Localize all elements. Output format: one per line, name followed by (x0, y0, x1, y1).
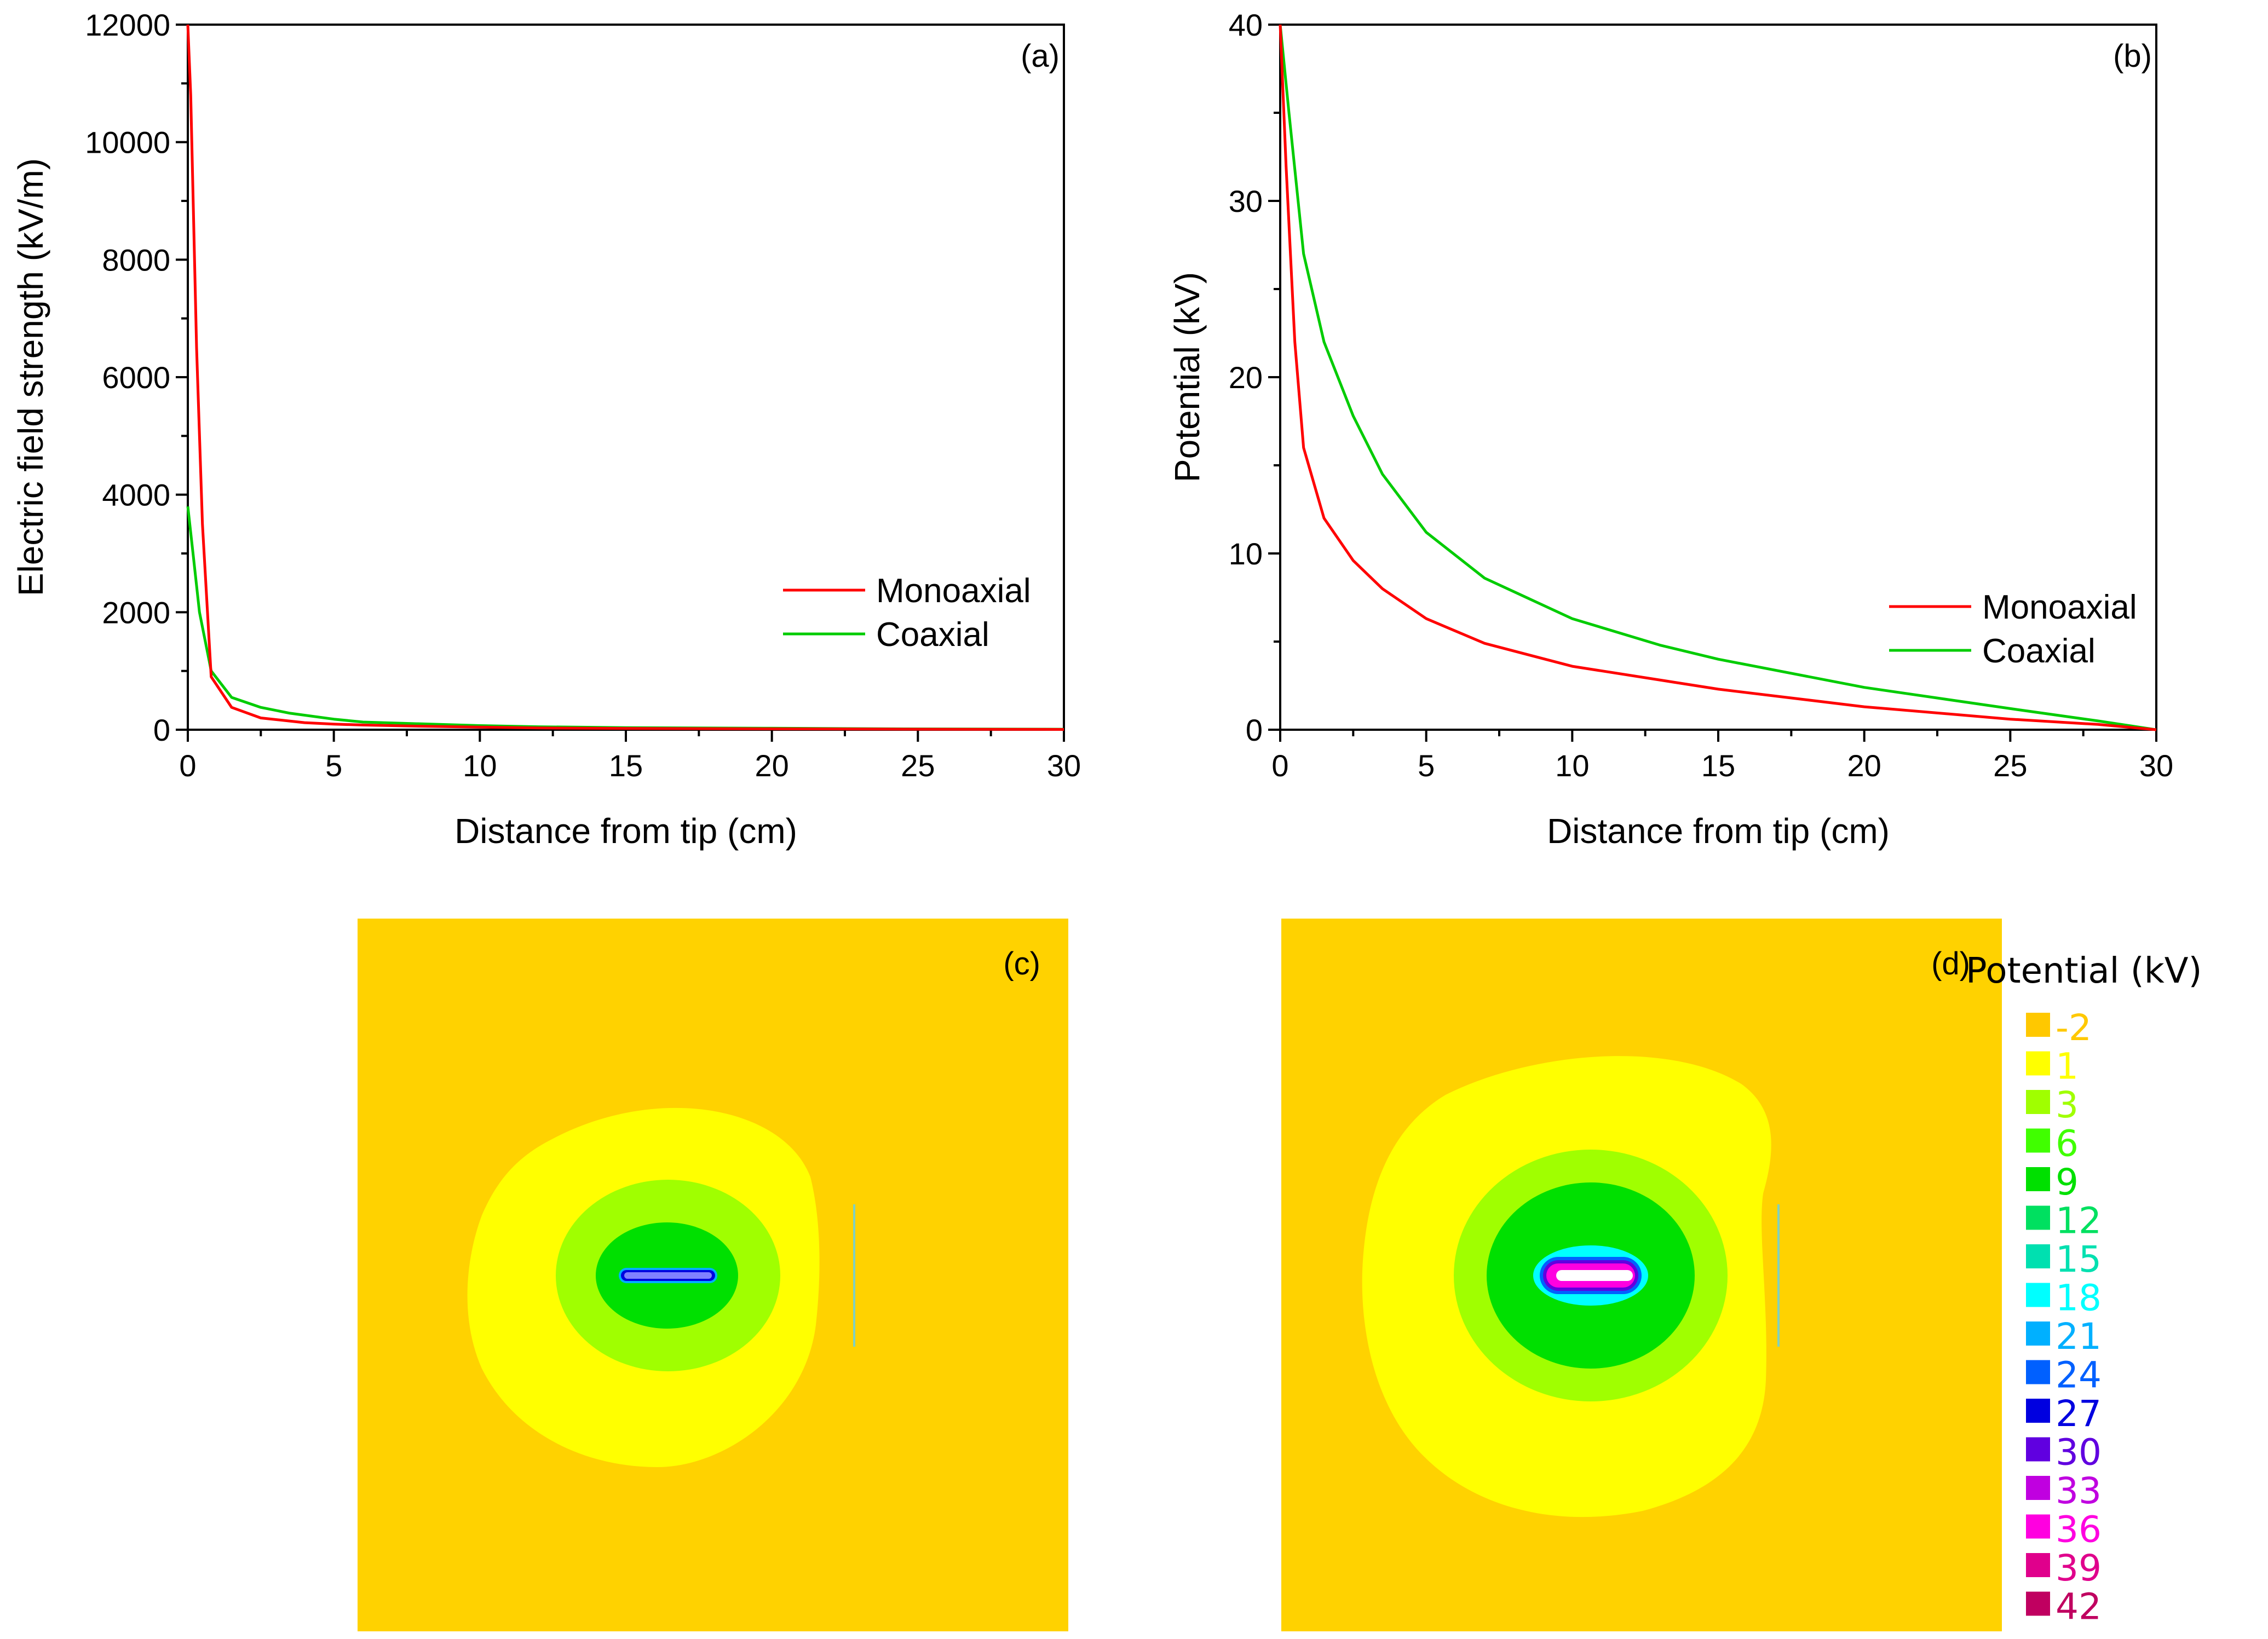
colorbar-swatch-3 (2026, 1128, 2050, 1153)
colorbar-title: Potential (kV) (1966, 951, 2202, 991)
colorbar-label-8: 21 (2056, 1315, 2102, 1358)
colorbar-swatch-12 (2026, 1476, 2050, 1500)
panel-b-y-axis-label: Potential (kV) (1167, 272, 1207, 482)
panel-a-ticks: 0 5 10 15 20 25 30 0 2000 4000 6000 8000 10000 12000 (85, 8, 1081, 783)
colorbar-label-7: 18 (2056, 1277, 2102, 1319)
panel-a-x-tick-label-5: 25 (901, 748, 935, 783)
panel-b-label: (b) (2113, 38, 2152, 74)
panel-c-needle (624, 1272, 712, 1279)
panel-b-y-tick-label-3: 30 (1229, 184, 1263, 218)
panel-a-x-tick-label-2: 10 (463, 748, 497, 783)
panel-a-x-axis-label: Distance from tip (cm) (454, 811, 797, 851)
panel-b-series-coaxial (1279, 24, 2157, 731)
colorbar-swatch-5 (2026, 1205, 2050, 1230)
panel-d-potential-map: (d) (1281, 919, 2002, 1631)
panel-b-legend-label-coaxial: Coaxial (1982, 632, 2096, 670)
panel-a-y-tick-label-1: 2000 (102, 595, 170, 630)
panel-b-y-tick-label-1: 10 (1229, 536, 1263, 571)
panel-b-series (1279, 24, 2157, 731)
colorbar-swatch-13 (2026, 1514, 2050, 1539)
panel-a-x-tick-label-3: 15 (609, 748, 643, 783)
colorbar-label-1: 1 (2056, 1046, 2079, 1088)
colorbar-swatch-0 (2026, 1013, 2050, 1037)
panel-a-series (186, 24, 1064, 731)
colorbar-legend: Potential (kV) -213691215182124273033363… (1966, 951, 2202, 1628)
panel-b-y-tick-label-0: 0 (1246, 713, 1263, 747)
panel-b-x-tick-label-2: 10 (1555, 748, 1589, 783)
colorbar-label-14: 39 (2056, 1547, 2102, 1589)
colorbar-swatch-2 (2026, 1090, 2050, 1114)
panel-b-x-tick-label-1: 5 (1418, 748, 1435, 783)
panel-c-potential-map: (c) (358, 919, 1068, 1631)
colorbar-swatch-11 (2026, 1437, 2050, 1462)
panel-a-y-tick-label-2: 4000 (102, 478, 170, 512)
panel-a-x-tick-label-4: 20 (755, 748, 789, 783)
panel-a-x-tick-label-1: 5 (325, 748, 342, 783)
panel-a-y-tick-label-3: 6000 (102, 360, 170, 395)
panel-a-y-tick-label-6: 12000 (85, 8, 170, 42)
panel-b-x-tick-label-0: 0 (1271, 748, 1288, 783)
colorbar-label-12: 33 (2056, 1470, 2102, 1512)
panel-b-x-axis-label: Distance from tip (cm) (1547, 811, 1890, 851)
colorbar-label-6: 15 (2056, 1238, 2102, 1280)
panel-b-x-tick-label-5: 25 (1993, 748, 2027, 783)
panel-d-needle (1556, 1270, 1633, 1281)
colorbar-swatch-15 (2026, 1591, 2050, 1616)
panel-b-x-tick-label-3: 15 (1701, 748, 1735, 783)
panel-b-series-monoaxial (1279, 24, 2157, 731)
colorbar-label-9: 24 (2056, 1354, 2102, 1396)
panel-d-label: (d) (1931, 946, 1970, 982)
panel-a-y-axis-label: Electric field strength (kV/m) (11, 158, 50, 596)
colorbar-swatch-8 (2026, 1321, 2050, 1346)
panel-a-legend: Monoaxial Coaxial (783, 572, 1031, 654)
panel-a-legend-label-monoaxial: Monoaxial (876, 572, 1031, 610)
panel-b-legend: Monoaxial Coaxial (1889, 588, 2137, 670)
panel-c-label: (c) (1003, 946, 1040, 982)
panel-a-chart: 0 5 10 15 20 25 30020004000600080001000012000 … (11, 8, 1081, 851)
panel-a-y-tick-label-5: 10000 (85, 125, 170, 160)
panel-a-y-tick-label-0: 0 (153, 713, 170, 747)
panel-b-chart: 0 5 10 15 20 25 30 0 10 20 30 40 (b) Distance from … (1167, 8, 2173, 851)
colorbar-label-0: -2 (2056, 1007, 2092, 1049)
colorbar-swatch-1 (2026, 1051, 2050, 1076)
panel-b-legend-label-monoaxial: Monoaxial (1982, 588, 2137, 626)
colorbar-label-10: 27 (2056, 1393, 2102, 1435)
colorbar-label-15: 42 (2056, 1586, 2102, 1628)
colorbar-label-11: 30 (2056, 1432, 2102, 1474)
panel-b-y-tick-label-2: 20 (1229, 360, 1263, 395)
panel-a-label: (a) (1021, 38, 1060, 74)
colorbar-label-13: 36 (2056, 1509, 2102, 1551)
colorbar-swatch-4 (2026, 1167, 2050, 1191)
panel-b-x-tick-label-6: 30 (2139, 748, 2173, 783)
colorbar-swatch-14 (2026, 1553, 2050, 1577)
panel-b-ticks: 0 5 10 15 20 25 30 0 10 20 30 40 (1229, 8, 2173, 783)
colorbar-swatch-7 (2026, 1283, 2050, 1307)
panel-a-x-tick-label-6: 30 (1047, 748, 1081, 783)
colorbar-label-4: 9 (2056, 1161, 2079, 1203)
panel-b-y-tick-label-4: 40 (1229, 8, 1263, 42)
panel-a-y-tick-label-4: 8000 (102, 243, 170, 277)
colorbar-label-3: 6 (2056, 1123, 2079, 1165)
panel-b-x-tick-label-4: 20 (1847, 748, 1881, 783)
panel-a-legend-label-coaxial: Coaxial (876, 616, 989, 654)
colorbar-swatch-6 (2026, 1244, 2050, 1268)
panel-a-x-tick-label-0: 0 (179, 748, 196, 783)
colorbar-label-5: 12 (2056, 1200, 2102, 1242)
colorbar-swatch-9 (2026, 1360, 2050, 1384)
panel-a-series-monoaxial (186, 24, 1064, 731)
colorbar-swatch-10 (2026, 1399, 2050, 1423)
colorbar-label-2: 3 (2056, 1084, 2079, 1126)
